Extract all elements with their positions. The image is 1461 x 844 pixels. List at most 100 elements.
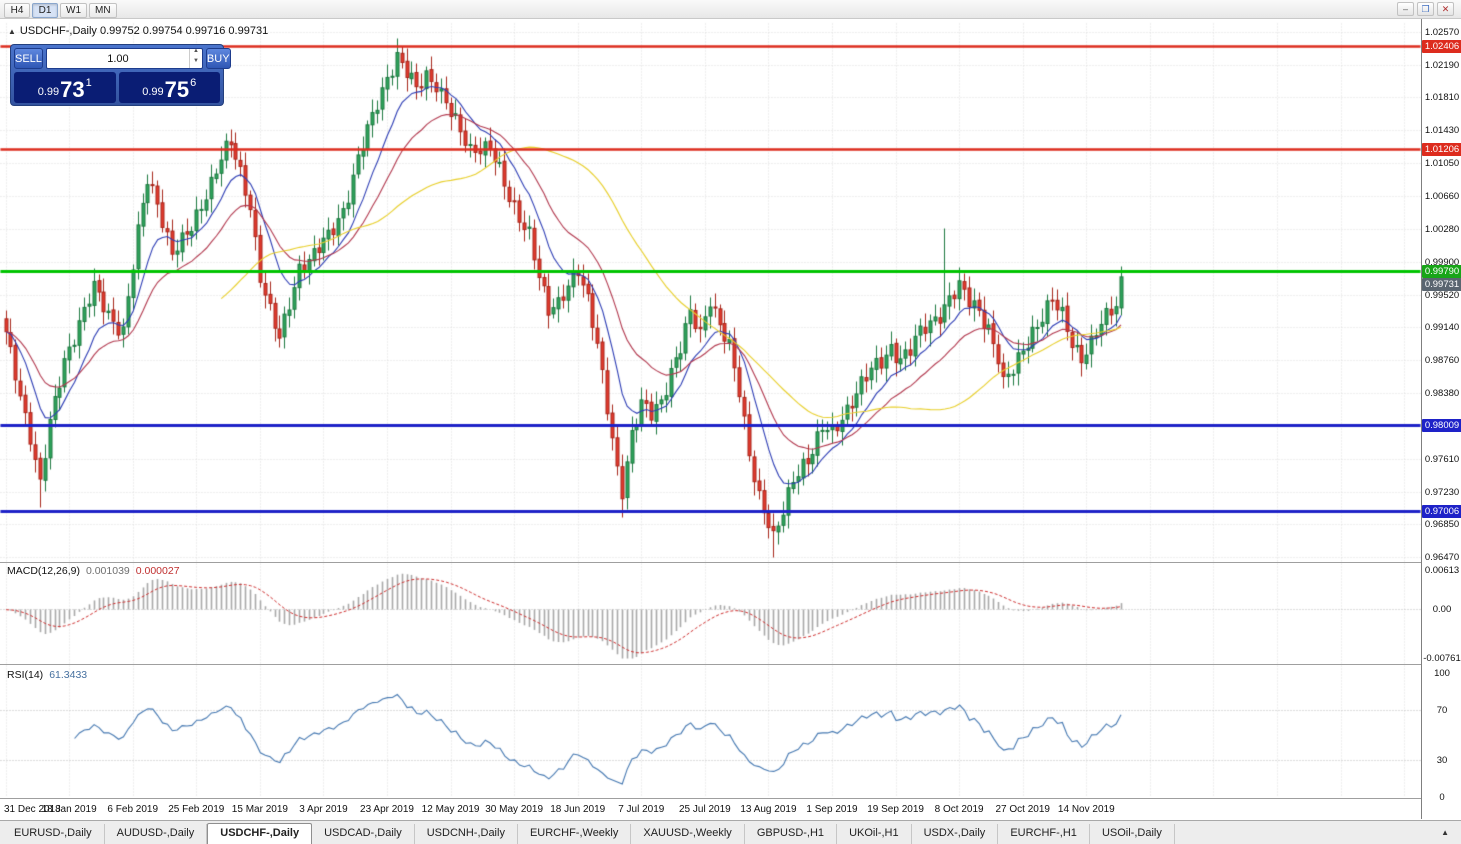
- date-label: 25 Feb 2019: [168, 804, 225, 815]
- buy-price-big: 75: [164, 77, 190, 102]
- date-label: 25 Jul 2019: [679, 804, 731, 815]
- symbol-tab-ukoil[interactable]: UKOil-,H1: [837, 824, 912, 844]
- macd-name: MACD(12,26,9): [7, 565, 80, 577]
- symbol-tab-usdcad[interactable]: USDCAD-,Daily: [312, 824, 415, 844]
- macd-axis-label: 0.00613: [1424, 565, 1460, 576]
- price-tick: 1.00660: [1424, 191, 1460, 203]
- date-label: 30 May 2019: [485, 804, 544, 815]
- symbol-tab-gbpusd[interactable]: GBPUSD-,H1: [745, 824, 838, 844]
- rsi-axis-label: 100: [1434, 668, 1450, 679]
- price-badge: 0.99790: [1422, 265, 1461, 279]
- buy-button[interactable]: BUY: [205, 48, 231, 69]
- chart-title-text: USDCHF-,Daily 0.99752 0.99754 0.99716 0.…: [19, 25, 269, 37]
- collapse-triangle-icon[interactable]: ▲: [8, 26, 16, 36]
- symbol-tab-usoil[interactable]: USOil-,Daily: [1090, 824, 1175, 844]
- panel-separator[interactable]: [0, 562, 1461, 563]
- buy-price-display: 0.99 75 6: [118, 72, 220, 103]
- price-tick: 0.98380: [1424, 387, 1460, 399]
- price-tick: 0.99140: [1424, 322, 1460, 334]
- sell-price-sup: 1: [85, 77, 92, 89]
- timeframe-button-h4[interactable]: H4: [4, 3, 30, 18]
- price-badge: 0.99731: [1422, 278, 1461, 292]
- price-tick: 0.97610: [1424, 453, 1460, 465]
- chart-title: ▲ USDCHF-,Daily 0.99752 0.99754 0.99716 …: [8, 25, 268, 37]
- rsi-value: 61.3433: [49, 669, 88, 681]
- symbol-tab-usdchf[interactable]: USDCHF-,Daily: [207, 823, 313, 844]
- symbol-tab-eurusd[interactable]: EURUSD-,Daily: [2, 824, 105, 844]
- buy-price-sup: 6: [190, 77, 197, 89]
- price-tick: 0.96470: [1424, 552, 1460, 563]
- symbol-tab-usdx[interactable]: USDX-,Daily: [912, 824, 999, 844]
- price-tick: 0.99520: [1424, 289, 1460, 301]
- price-tick: 1.01050: [1424, 157, 1460, 169]
- price-tick: 0.96850: [1424, 519, 1460, 531]
- timeframe-button-group: H4 D1 W1 MN: [4, 0, 119, 18]
- macd-value-signal: 0.000027: [135, 565, 180, 577]
- volume-up-icon[interactable]: ▲: [192, 48, 199, 54]
- date-label: 13 Aug 2019: [740, 804, 797, 815]
- rsi-name: RSI(14): [7, 669, 44, 681]
- panel-separator[interactable]: [0, 664, 1461, 665]
- symbol-tab-bar: EURUSD-,Daily AUDUSD-,Daily USDCHF-,Daily U…: [0, 820, 1461, 844]
- rsi-axis-label: 70: [1436, 705, 1448, 717]
- sell-button[interactable]: SELL: [14, 48, 43, 69]
- symbol-tab-audusd[interactable]: AUDUSD-,Daily: [105, 824, 208, 844]
- price-tick: 0.97230: [1424, 486, 1460, 498]
- price-badge: 0.97006: [1422, 504, 1461, 518]
- date-label: 31 Dec 2018: [4, 804, 61, 815]
- timeframe-button-mn[interactable]: MN: [89, 3, 117, 18]
- price-chart-canvas[interactable]: [0, 19, 1421, 799]
- price-tick: 1.01810: [1424, 92, 1460, 104]
- sell-price-big: 73: [60, 77, 85, 102]
- macd-value-main: 0.001039: [85, 565, 130, 577]
- date-label: 1 Sep 2019: [806, 804, 858, 815]
- symbol-tab-eurchf[interactable]: EURCHF-,H1: [998, 824, 1090, 844]
- price-badge: 1.02406: [1422, 40, 1461, 54]
- date-label: 27 Oct 2019: [995, 804, 1050, 815]
- price-badge: 1.01206: [1422, 143, 1461, 157]
- date-label: 18 Jan 2019: [41, 804, 97, 815]
- symbol-tab-eurchf[interactable]: EURCHF-,Weekly: [518, 824, 632, 844]
- date-label: 19 Sep 2019: [867, 804, 924, 815]
- buy-price-prefix: 0.99: [142, 86, 164, 98]
- rsi-axis-label: 30: [1436, 754, 1448, 766]
- tab-scroll-icon[interactable]: ▲: [1441, 828, 1449, 837]
- chart-window: ▲ USDCHF-,Daily 0.99752 0.99754 0.99716 …: [0, 19, 1461, 820]
- sell-price-prefix: 0.99: [37, 86, 60, 98]
- restore-window-icon[interactable]: ❒: [1417, 2, 1434, 16]
- window-controls: – ❒ ✕: [1397, 2, 1457, 16]
- symbol-tab-usdcnh[interactable]: USDCNH-,Daily: [415, 824, 518, 844]
- price-axis[interactable]: 1.02570 1.02190 1.01810 1.01430 1.01050 1.006…: [1421, 19, 1461, 819]
- timeframe-button-d1[interactable]: D1: [32, 3, 58, 18]
- date-label: 14 Nov 2019: [1057, 804, 1115, 815]
- panel-separator: [0, 798, 1461, 799]
- date-label: 12 May 2019: [421, 804, 480, 815]
- close-window-icon[interactable]: ✕: [1437, 2, 1454, 16]
- date-label: 18 Jun 2019: [550, 804, 606, 815]
- price-badge: 0.98009: [1422, 418, 1461, 432]
- date-label: 15 Mar 2019: [231, 804, 288, 815]
- macd-label: MACD(12,26,9) 0.001039 0.000027: [7, 565, 180, 577]
- price-tick: 0.99900: [1424, 256, 1460, 268]
- price-tick: 1.02570: [1424, 27, 1460, 38]
- date-label: 23 Apr 2019: [360, 804, 414, 815]
- rsi-label: RSI(14) 61.3433: [7, 669, 87, 681]
- volume-spinner: ▲ ▼: [188, 48, 202, 68]
- timeframe-button-w1[interactable]: W1: [60, 3, 87, 18]
- date-label: 6 Feb 2019: [107, 804, 159, 815]
- date-axis[interactable]: 31 Dec 2018 18 Jan 2019 6 Feb 2019 25 Feb 2…: [0, 799, 1421, 819]
- volume-input[interactable]: [46, 49, 189, 68]
- price-tick: 1.00280: [1424, 224, 1460, 236]
- minimize-window-icon[interactable]: –: [1397, 2, 1414, 16]
- symbol-tab-xauusd[interactable]: XAUUSD-,Weekly: [631, 824, 745, 844]
- rsi-axis-label: 0: [1439, 792, 1445, 803]
- macd-axis-label: -0.00761: [1423, 653, 1461, 664]
- volume-down-icon[interactable]: ▼: [192, 57, 199, 64]
- date-label: 8 Oct 2019: [934, 804, 984, 815]
- price-tick: 0.98760: [1424, 354, 1460, 366]
- top-toolbar: H4 D1 W1 MN – ❒ ✕: [0, 0, 1461, 19]
- macd-axis-label: 0.00: [1432, 604, 1452, 616]
- price-tick: 1.01430: [1424, 125, 1460, 137]
- date-label: 3 Apr 2019: [299, 804, 348, 815]
